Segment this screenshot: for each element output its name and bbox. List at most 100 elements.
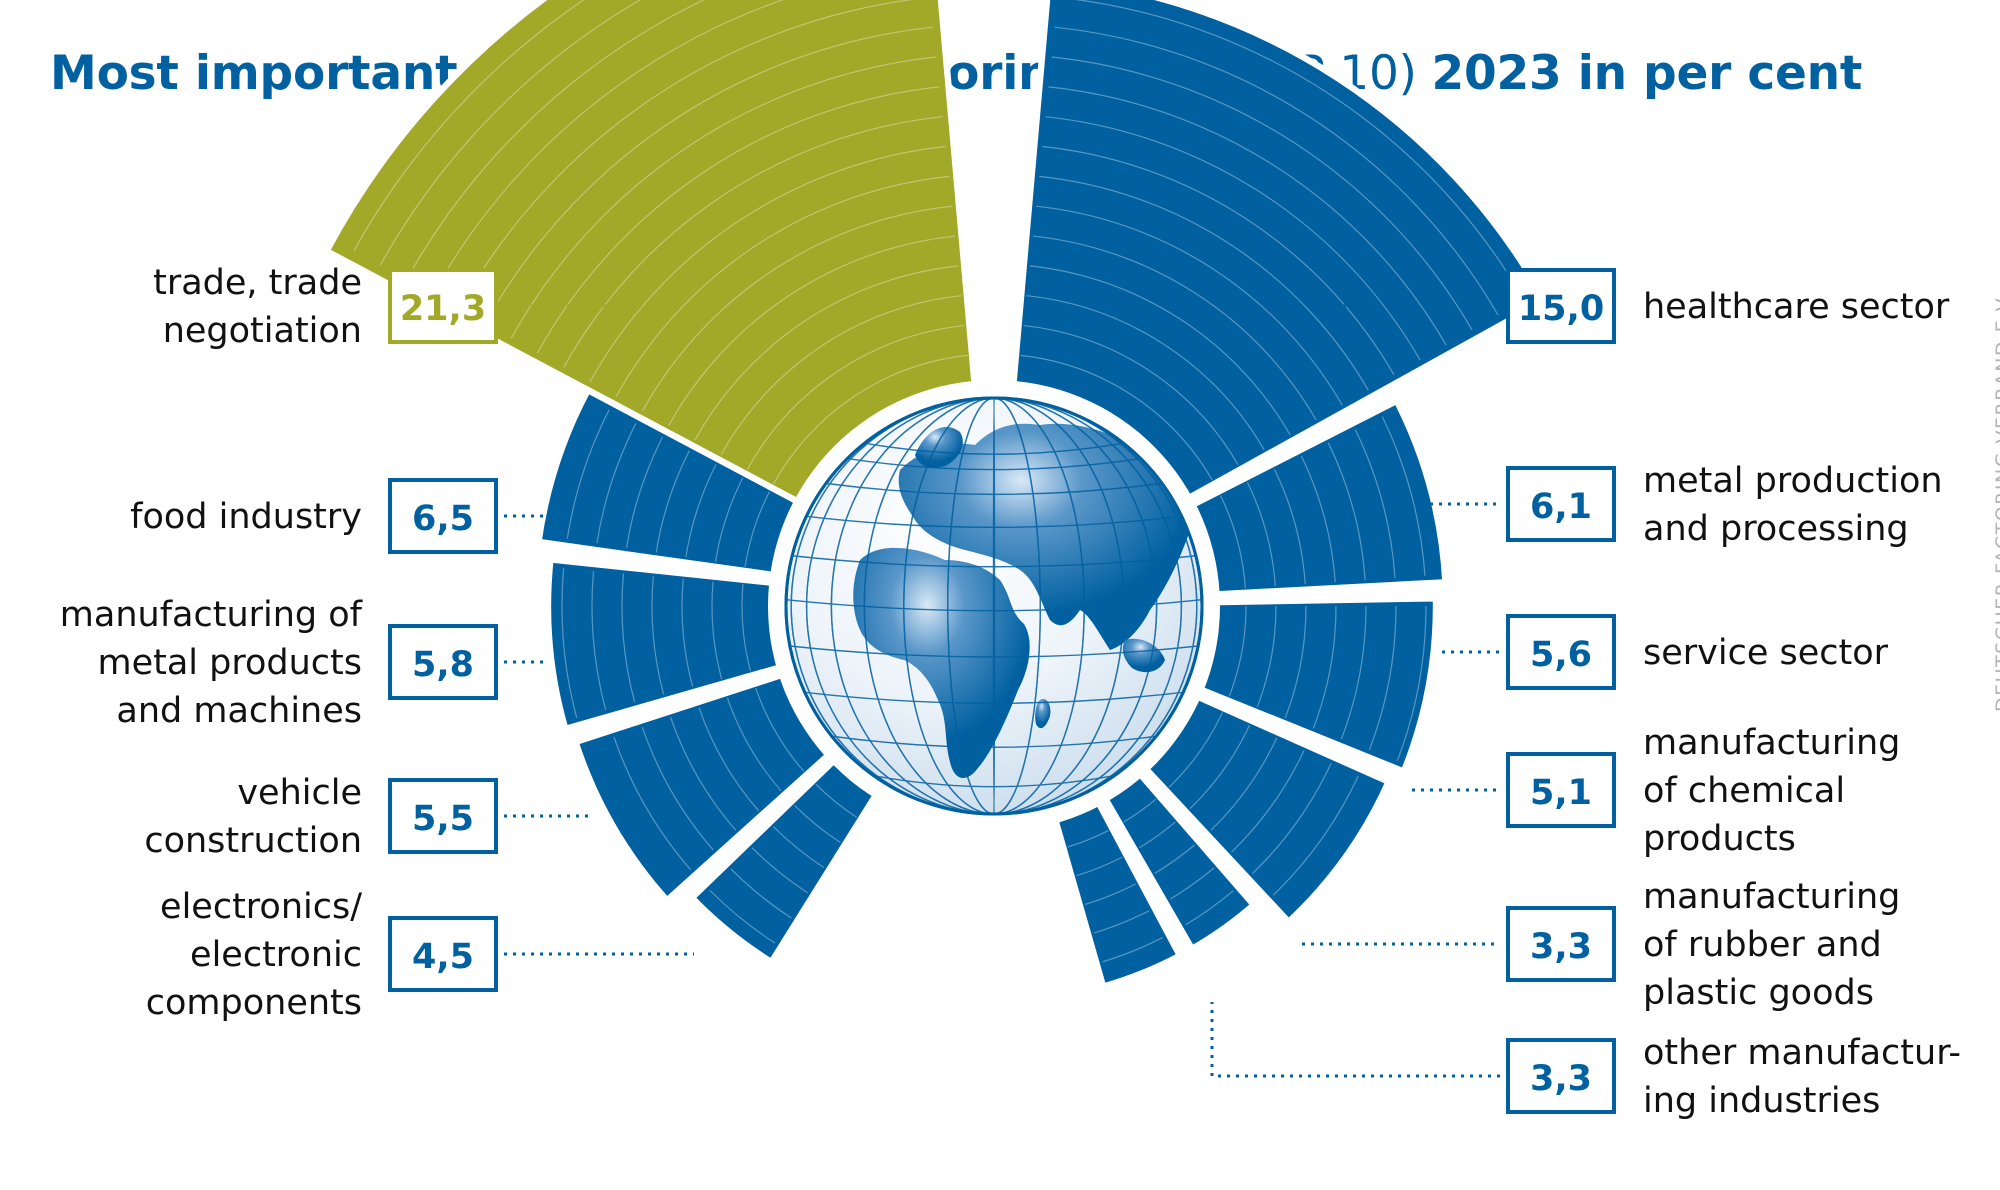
wedge-texture-arc — [1076, 856, 1123, 877]
parallel — [873, 774, 1115, 788]
wedge-texture-arc — [431, 0, 784, 296]
wedge-texture-arc — [1154, 844, 1195, 874]
wedge-texture-arc — [1396, 605, 1427, 762]
wedge-texture-arc — [1312, 605, 1337, 729]
wedge-texture-arc — [1340, 605, 1367, 740]
label-1: 21,3 trade, trade negotiation — [153, 263, 658, 351]
wedge-texture-arc — [1168, 712, 1223, 788]
wedge-texture-arc — [1231, 750, 1305, 853]
label-9: 5,5 vehicle construction — [144, 773, 594, 861]
value-box — [388, 478, 498, 554]
value-box — [1506, 466, 1616, 542]
wedge-texture-arc — [353, 0, 585, 252]
meridian — [992, 398, 996, 814]
wedge-texture-arc — [1185, 890, 1234, 926]
value-label: 21,3 — [400, 289, 486, 329]
wedge-texture-arc — [1123, 798, 1157, 823]
wedge-texture-arc — [741, 583, 752, 672]
category-label: products — [1643, 819, 1796, 859]
wedge-texture-arc — [641, 726, 714, 851]
parallel — [847, 457, 1141, 471]
wedge-texture-arc — [1272, 775, 1359, 896]
wedge-texture-arc — [1042, 145, 1395, 376]
wedge-texture-arc — [1023, 324, 1239, 466]
wedge-texture-arc — [681, 578, 694, 687]
wedge-texture-arc — [1085, 883, 1136, 905]
wedge-texture-arc — [685, 464, 717, 558]
wedge-texture-arc — [1284, 605, 1307, 719]
meridian — [830, 398, 1158, 814]
wedge-texture-arc — [1246, 482, 1276, 587]
wedge-texture-arc — [720, 295, 962, 456]
category-label: food industry — [130, 497, 362, 537]
wedge-texture-arc — [621, 573, 636, 703]
wedge-texture-arc — [815, 783, 858, 818]
wedge-texture-arc — [613, 736, 692, 871]
meridian — [903, 398, 1085, 814]
category-label: components — [146, 983, 362, 1023]
value-box — [1506, 1038, 1616, 1114]
wedge-texture-arc — [563, 116, 943, 368]
value-label: 6,1 — [1530, 487, 1592, 527]
label-10: 5,8 manufacturing of metal products and mac… — [60, 595, 546, 731]
category-label: trade, trade — [153, 263, 362, 303]
value-label: 5,5 — [412, 799, 474, 839]
parallel — [792, 555, 1196, 568]
category-label: ing industries — [1643, 1081, 1880, 1121]
category-label: manufacturing of — [60, 595, 363, 635]
label-3: 6,1 metal production and processing — [1430, 461, 1943, 549]
value-label: 3,3 — [1530, 927, 1592, 967]
wedge-texture-arc — [1020, 354, 1213, 481]
label-6: 3,3 manufacturing of rubber and plastic goo… — [1302, 877, 1900, 1013]
parallel — [831, 735, 1157, 748]
parallel — [825, 482, 1163, 496]
value-label: 6,5 — [412, 499, 474, 539]
wedge-texture-arc — [1189, 724, 1251, 810]
wedge-texture-arc — [714, 477, 744, 562]
category-label: of rubber and — [1643, 925, 1882, 965]
meridian — [805, 398, 1183, 814]
category-label: metal production — [1643, 461, 1943, 501]
category-label: service sector — [1643, 633, 1889, 673]
wedge-texture-arc — [484, 26, 934, 325]
leader-line — [1210, 1002, 1500, 1078]
wedge-texture-arc — [566, 409, 610, 539]
meridian — [790, 398, 1198, 814]
wedge-texture-arc — [458, 0, 914, 310]
label-2: 15,0 healthcare sector — [1334, 268, 1950, 344]
category-label: plastic goods — [1643, 973, 1874, 1013]
value-box — [1506, 752, 1616, 828]
wedge-texture-arc — [1074, 0, 1525, 301]
category-label: manufacturing — [1643, 877, 1900, 917]
wedge-texture-arc — [1032, 235, 1317, 421]
label-4: 5,6 service sector — [1442, 614, 1889, 690]
wedge-texture-arc — [1273, 468, 1306, 585]
wedge-texture-arc — [1256, 605, 1277, 708]
value-label: 5,8 — [412, 645, 474, 685]
wedge-texture-arc — [655, 450, 690, 553]
wedge-texture-arc — [694, 265, 959, 441]
wedge-texture-arc — [1381, 416, 1426, 576]
parallel — [864, 442, 1124, 455]
label-5: 5,1 manufacturing of chemical products — [1412, 723, 1900, 859]
title-year-unit: 2023 in per cent — [1431, 46, 1863, 101]
category-label: negotiation — [163, 311, 362, 351]
wedge-texture-arc — [709, 889, 776, 944]
wedge-texture-arc — [561, 568, 578, 718]
value-box — [388, 778, 498, 854]
wedge-texture-arc — [670, 717, 737, 831]
wedge-texture-arc — [1327, 442, 1366, 581]
wedge-texture-arc — [641, 205, 953, 412]
wedge-texture-arc — [1368, 605, 1397, 751]
wedge-texture-arc — [698, 707, 759, 812]
wedge-texture-arc — [746, 324, 965, 470]
wedge-texture-arc — [615, 175, 949, 397]
label-7: 3,3 other manufactur-ing industries — [1210, 1002, 1961, 1121]
wedge-texture-arc — [794, 804, 841, 844]
wedge-texture-arc — [589, 145, 946, 383]
wedge-texture-arc — [1102, 936, 1164, 963]
wedge-texture-arc — [668, 235, 956, 426]
wedge-texture-arc — [651, 576, 665, 695]
wedge-texture-arc — [1251, 762, 1332, 875]
